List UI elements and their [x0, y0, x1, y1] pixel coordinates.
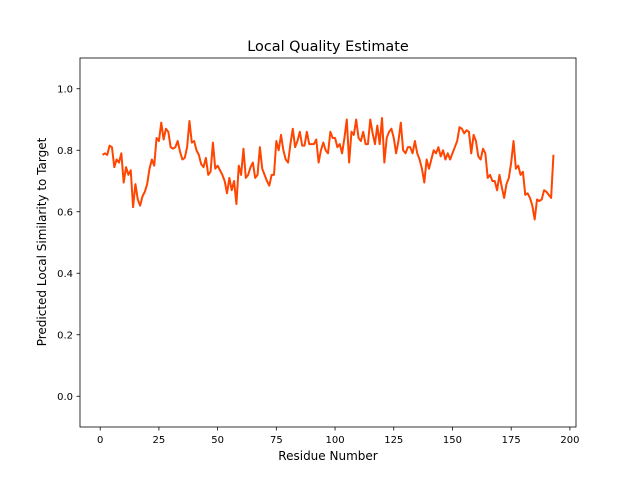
x-tick-label: 50	[211, 435, 224, 446]
x-tick-label: 100	[325, 435, 344, 446]
plot-frame	[79, 57, 577, 428]
chart-title: Local Quality Estimate	[247, 39, 409, 55]
x-tick-label: 175	[502, 435, 521, 446]
series-line	[102, 116, 555, 221]
y-tick-label: 0.8	[57, 146, 73, 157]
x-tick-label: 125	[384, 435, 403, 446]
y-tick-label: 0.2	[57, 330, 73, 341]
x-axis: 0 25 50 75 100 125 150 175 200	[97, 427, 579, 446]
x-tick-label: 75	[270, 435, 283, 446]
x-tick-label: 0	[97, 435, 103, 446]
y-tick-label: 0.0	[57, 392, 73, 403]
x-tick-label: 200	[560, 435, 579, 446]
y-axis: 0.0 0.2 0.4 0.6 0.8 1.0	[57, 84, 80, 403]
x-tick-label: 25	[153, 435, 166, 446]
y-tick-label: 0.6	[57, 207, 73, 218]
y-tick-label: 0.4	[57, 269, 73, 280]
x-tick-label: 150	[443, 435, 462, 446]
y-tick-label: 1.0	[57, 84, 73, 95]
x-axis-label: Residue Number	[278, 449, 377, 463]
y-axis-label: Predicted Local Similarity to Target	[35, 137, 49, 346]
